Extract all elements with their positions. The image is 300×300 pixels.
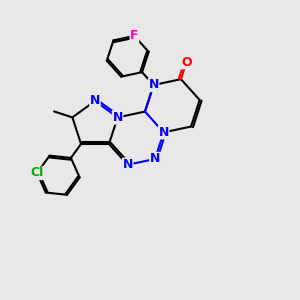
Text: F: F	[130, 29, 139, 42]
Text: N: N	[90, 94, 100, 107]
Text: N: N	[158, 126, 169, 139]
Text: Cl: Cl	[30, 167, 44, 179]
Text: N: N	[122, 158, 133, 171]
Text: N: N	[150, 152, 160, 165]
Text: N: N	[112, 111, 123, 124]
Text: N: N	[148, 79, 159, 92]
Text: O: O	[181, 56, 192, 69]
